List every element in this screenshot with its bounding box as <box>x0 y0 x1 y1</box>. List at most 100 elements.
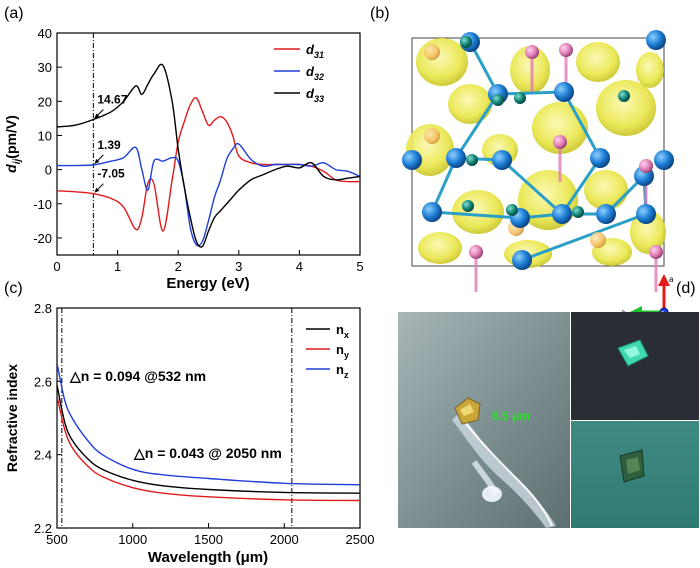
atom-blue <box>646 30 666 50</box>
x-tick-label-a: 0 <box>53 259 60 274</box>
x-tick-label-c: 2000 <box>270 532 299 547</box>
legend-c: nx ny nz <box>306 322 349 380</box>
atom-orange <box>424 128 440 144</box>
x-tick-label-c: 2500 <box>346 532 375 547</box>
x-tick-label-c: 1000 <box>118 532 147 547</box>
atom-teal <box>618 90 630 102</box>
isosurface-lobe <box>532 102 588 154</box>
atom-teal <box>462 200 474 212</box>
series-group-a <box>57 63 360 248</box>
atom-orange <box>424 44 440 60</box>
x-tick-label-a: 4 <box>296 259 303 274</box>
scale-label: 6.5 μm <box>492 409 530 423</box>
annotations-a: 14.67 1.39 -7.05 <box>94 93 128 193</box>
y-tick-label-c: 2.6 <box>34 374 52 389</box>
y-tick-label-a: -20 <box>33 231 52 246</box>
panel-d-crystal-photos: (d) 6.5 μm <box>398 280 699 528</box>
series-line-nz <box>57 362 360 486</box>
series-group-c <box>57 362 360 502</box>
panel-label-d: (d) <box>676 280 696 297</box>
atom-pink <box>639 159 653 173</box>
legend-label-d31: d31 <box>306 42 324 60</box>
arrowhead-icon <box>94 113 100 119</box>
y-tick-label-c: 2.2 <box>34 521 52 536</box>
isosurface-lobe <box>418 232 462 264</box>
plot-frame-a <box>56 32 361 256</box>
series-line-ny <box>57 395 360 502</box>
x-tick-label-a: 5 <box>356 259 363 274</box>
annotation-label-a: 14.67 <box>97 93 127 107</box>
x-axis-label-c: Wavelength (μm) <box>148 549 268 566</box>
y-tick-label-a: 20 <box>38 94 52 109</box>
y-axis-label-a: dij(pm/V) <box>3 115 23 173</box>
fiber-tip-with-crystal <box>452 397 556 528</box>
arrowhead-icon <box>94 158 100 164</box>
atom-pink <box>525 45 539 59</box>
isosurface-lobe <box>448 84 492 124</box>
arrowhead-icon <box>94 187 100 193</box>
x-tick-label-c: 500 <box>46 532 68 547</box>
atom-blue <box>554 82 574 102</box>
atom-blue <box>654 150 674 170</box>
bond-stick <box>562 91 602 159</box>
panel-label-c: (c) <box>4 280 23 297</box>
annotation-dn-532: △n = 0.094 @532 nm <box>69 368 206 384</box>
atom-blue <box>492 150 512 170</box>
axis-ticks-a: 0 1 2 3 4 5 -20 -10 0 10 20 30 40 <box>33 26 363 274</box>
atom-blue <box>590 148 610 168</box>
atom-blue <box>422 202 442 222</box>
panel-b-crystal-structure: (b) a b c <box>370 5 674 318</box>
y-axis-label-c: Refractive index <box>4 364 20 472</box>
atom-blue <box>636 204 656 224</box>
panel-label-a: (a) <box>4 5 24 22</box>
atom-spheres <box>402 30 674 270</box>
x-tick-label-a: 3 <box>235 259 242 274</box>
y-tick-label-c: 2.8 <box>34 301 52 316</box>
x-tick-label-a: 2 <box>175 259 182 274</box>
bond-stick <box>500 158 564 216</box>
isosurface-lobe <box>596 80 656 136</box>
axis-a-label: a <box>669 275 674 284</box>
y-tick-label-a: 10 <box>38 128 52 143</box>
bond-stick <box>431 210 521 220</box>
atom-blue <box>596 204 616 224</box>
legend-label-nx: nx <box>336 322 349 340</box>
series-line-nx <box>57 384 360 494</box>
atom-teal <box>492 94 504 106</box>
y-tick-label-c: 2.4 <box>34 448 52 463</box>
annotation-label-a: 1.39 <box>97 138 121 152</box>
atom-pink <box>649 245 663 259</box>
isosurface-lobe <box>510 46 550 94</box>
bond-stick <box>521 212 647 262</box>
annotation-label-a: -7.05 <box>97 167 125 181</box>
series-line-d32 <box>57 142 360 247</box>
atom-teal <box>572 206 584 218</box>
isosurface-lobe <box>584 170 628 210</box>
legend-a: d31 d32 d33 <box>274 42 324 104</box>
bond-stick <box>560 157 602 215</box>
atom-teal <box>514 92 526 104</box>
crystal-axes-indicator: a b c <box>622 274 674 318</box>
isosurface-lobe <box>452 190 504 234</box>
atom-blue <box>552 204 572 224</box>
y-tick-label-a: 0 <box>45 163 52 178</box>
x-tick-label-a: 1 <box>114 259 121 274</box>
bond-stick <box>454 93 500 159</box>
legend-label-d32: d32 <box>306 64 324 82</box>
atom-orange <box>590 232 606 248</box>
axis-a-arrow-icon <box>658 274 670 286</box>
atom-pink <box>469 245 483 259</box>
legend-label-d33: d33 <box>306 86 324 104</box>
isosurface-lobes <box>406 38 666 268</box>
atom-pink <box>559 43 573 57</box>
x-tick-label-c: 1500 <box>194 532 223 547</box>
y-tick-label-a: -10 <box>33 197 52 212</box>
atom-pink <box>553 135 567 149</box>
x-axis-label-a: Energy (eV) <box>166 275 249 292</box>
atom-teal <box>506 204 518 216</box>
atom-teal <box>460 36 472 48</box>
dark-photo-background <box>571 312 699 420</box>
y-tick-label-a: 40 <box>38 26 52 41</box>
atom-teal <box>466 154 478 166</box>
